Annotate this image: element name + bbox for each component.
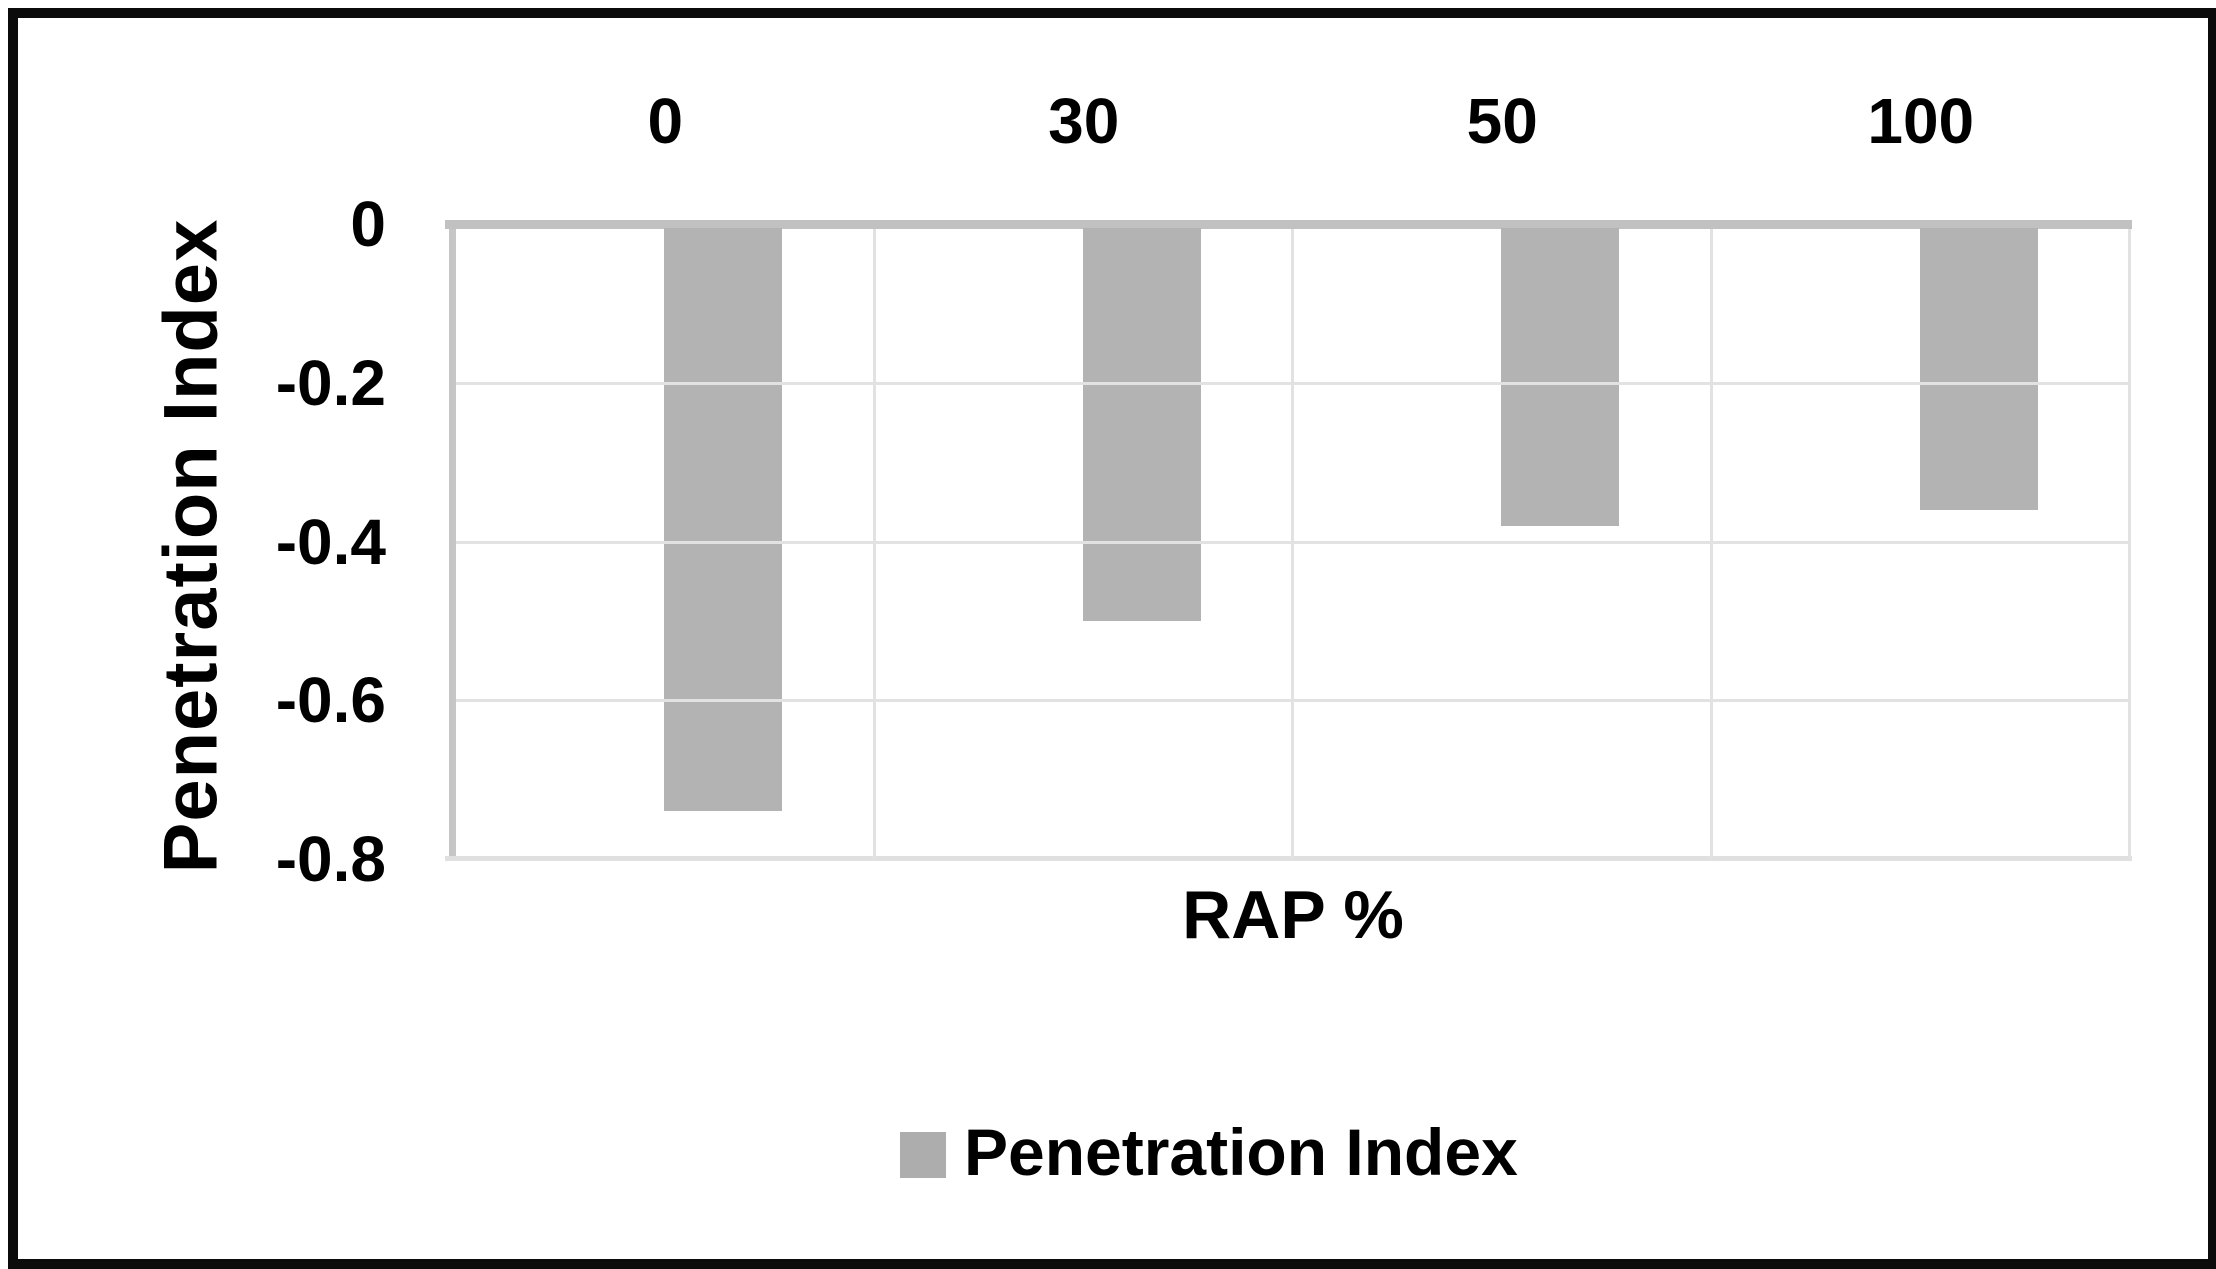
bar-30 xyxy=(1082,228,1201,621)
x-category-label: 30 xyxy=(1048,85,1120,157)
bar-100 xyxy=(1919,228,2038,510)
figure-frame: Penetration Index 0 -0.2 -0.4 -0.6 -0.8 0 30 5… xyxy=(8,8,2216,1269)
bar-50 xyxy=(1501,228,1620,526)
y-tick-label: -0.2 xyxy=(275,346,386,419)
gridline-vertical xyxy=(872,229,876,859)
legend-swatch xyxy=(900,1132,946,1178)
zero-axis-line xyxy=(445,220,2132,229)
x-category-label: 50 xyxy=(1466,85,1538,157)
y-tick-label: -0.6 xyxy=(275,664,386,737)
y-tick-label: -0.8 xyxy=(275,823,386,895)
legend-label: Penetration Index xyxy=(964,1115,1518,1189)
x-axis-title: RAP % xyxy=(1182,877,1404,953)
bar-0 xyxy=(664,228,783,812)
x-category-label: 100 xyxy=(1867,85,1975,157)
legend: Penetration Index xyxy=(900,1114,1518,1190)
plot-bottom-gridline xyxy=(445,856,2132,861)
gridline-vertical xyxy=(1291,229,1294,859)
x-category-label: 0 xyxy=(647,85,684,157)
gridline-vertical xyxy=(1709,229,1713,859)
y-tick-label: 0 xyxy=(350,188,386,260)
plot-left-border xyxy=(449,224,456,859)
y-tick-label: -0.4 xyxy=(275,505,386,578)
gridline-vertical xyxy=(2128,229,2131,859)
